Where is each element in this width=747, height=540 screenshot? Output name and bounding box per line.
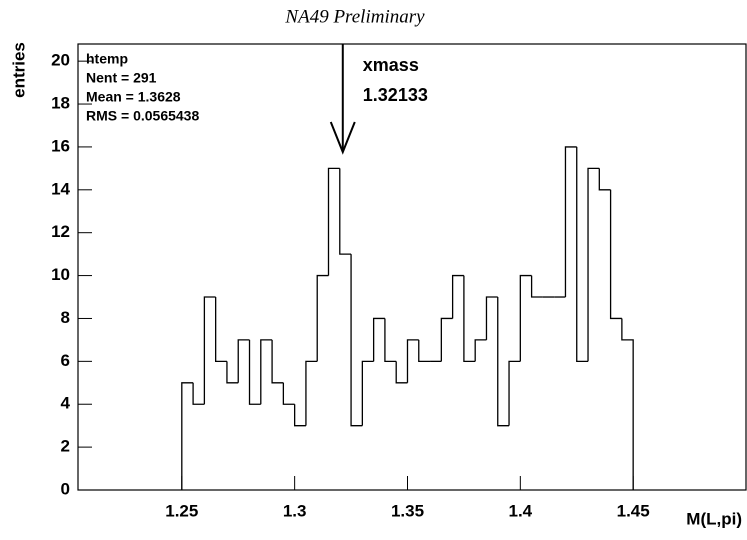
x-tick-label: 1.35 <box>391 501 424 520</box>
stats-text: Mean = 1.3628 <box>86 89 181 105</box>
histogram-bin <box>203 296 216 405</box>
histogram-bin <box>226 361 239 384</box>
stats-text: RMS = 0.0565438 <box>86 108 199 124</box>
histogram-bin <box>372 317 385 362</box>
y-tick-label: 12 <box>51 222 70 241</box>
histogram-bin <box>282 382 295 405</box>
histogram-bin <box>305 360 318 426</box>
x-tick-label: 1.45 <box>617 501 650 520</box>
histogram-bin <box>237 339 250 383</box>
y-tick-label: 14 <box>51 179 70 198</box>
histogram-bin <box>497 297 510 427</box>
histogram-bin <box>339 168 352 255</box>
histogram-bin <box>215 297 227 362</box>
histogram-bin <box>519 274 532 362</box>
y-axis-label: entries <box>9 42 28 98</box>
y-tick-label: 6 <box>61 351 70 370</box>
histogram-bin <box>621 318 634 490</box>
histogram-bin <box>598 168 611 191</box>
histogram-bin <box>508 360 521 426</box>
annotation-name: xmass <box>363 55 419 75</box>
histogram-bin <box>564 146 577 298</box>
stats-text: htemp <box>86 51 128 67</box>
histogram-bin <box>181 382 194 490</box>
y-tick-label: 18 <box>51 94 70 113</box>
histogram-bin <box>440 317 453 362</box>
histogram-bin <box>395 361 408 384</box>
y-tick-label: 8 <box>61 308 70 327</box>
y-tick-label: 20 <box>51 51 70 70</box>
histogram-bin <box>576 146 589 362</box>
histogram-bin <box>192 382 205 405</box>
histogram-bin <box>248 339 261 405</box>
histogram-bin <box>361 360 374 426</box>
histogram-bin <box>609 189 622 320</box>
histogram-bin <box>463 275 476 362</box>
plot-frame <box>77 43 747 491</box>
histogram-bin <box>260 339 273 405</box>
x-tick-label: 1.3 <box>283 501 307 520</box>
x-tick-label: 1.25 <box>165 501 198 520</box>
histogram-bin <box>327 167 340 276</box>
y-tick-label: 16 <box>51 136 70 155</box>
x-tick-label: 1.4 <box>509 501 533 520</box>
histogram-bin <box>451 274 464 319</box>
annotation-arrowhead <box>329 121 356 155</box>
y-tick-label: 10 <box>51 265 70 284</box>
y-tick-label: 2 <box>61 437 70 456</box>
histogram-bin <box>587 167 600 362</box>
histogram-bin <box>350 254 363 427</box>
y-tick-label: 4 <box>61 394 71 413</box>
annotation-label: 1.32133 <box>363 85 428 105</box>
histogram-bin <box>485 296 498 340</box>
stats-text: Nent = 291 <box>86 70 157 86</box>
histogram-bin <box>474 339 487 362</box>
histogram-bin <box>530 275 543 298</box>
histogram-bin <box>418 339 431 362</box>
histogram-bin <box>316 274 329 362</box>
histogram-bin <box>406 339 419 383</box>
chart-title: NA49 Preliminary <box>284 6 425 27</box>
x-axis-label: M(L,pi) <box>686 509 742 528</box>
histogram-bin <box>271 339 284 384</box>
histogram-bin <box>293 404 306 427</box>
y-tick-label: 0 <box>61 479 70 498</box>
histogram-bin <box>384 318 397 362</box>
